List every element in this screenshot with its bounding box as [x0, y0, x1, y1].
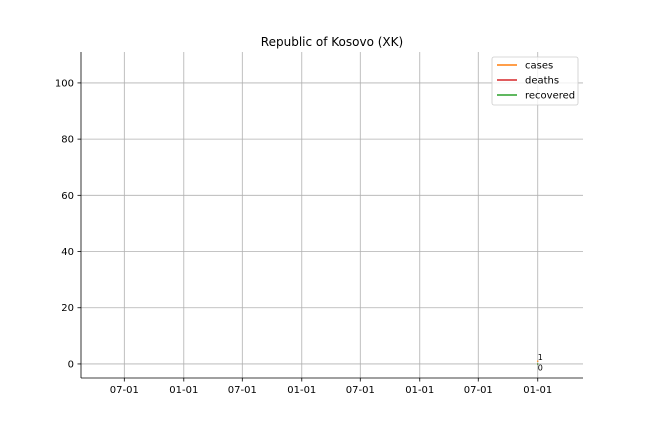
y-tick-label: 0 [68, 359, 74, 370]
y-tick-label: 20 [61, 303, 74, 314]
value-annotation: 0 [538, 363, 543, 372]
value-annotation: 1 [538, 353, 543, 362]
axes [77, 52, 583, 382]
tick-labels: 07-01 01-01 07-01 01-01 07-01 01-01 07-01 01-01… [55, 78, 552, 396]
x-tick-label: 07-01 [228, 385, 257, 396]
series [536, 360, 539, 365]
legend-label-cases: cases [525, 61, 553, 72]
x-tick-label: 07-01 [346, 385, 375, 396]
legend-label-deaths: deaths [525, 76, 559, 87]
x-tick-label: 07-01 [464, 385, 493, 396]
series-point-cases [536, 360, 539, 362]
y-tick-label: 40 [61, 247, 74, 258]
legend-box [491, 56, 579, 106]
annotations: 10 [538, 353, 543, 372]
y-tick-label: 80 [61, 135, 74, 146]
legend: cases deaths recovered [491, 56, 579, 106]
x-tick-label: 01-01 [523, 385, 552, 396]
legend-label-recovered: recovered [525, 91, 575, 102]
y-tick-label: 100 [55, 78, 74, 89]
series-point-recovered [536, 363, 539, 365]
x-tick-label: 01-01 [287, 385, 316, 396]
x-tick-label: 07-01 [110, 385, 139, 396]
x-tick-label: 01-01 [169, 385, 198, 396]
y-tick-label: 60 [61, 191, 74, 202]
x-tick-label: 01-01 [405, 385, 434, 396]
chart-title: Republic of Kosovo (XK) [261, 35, 403, 49]
